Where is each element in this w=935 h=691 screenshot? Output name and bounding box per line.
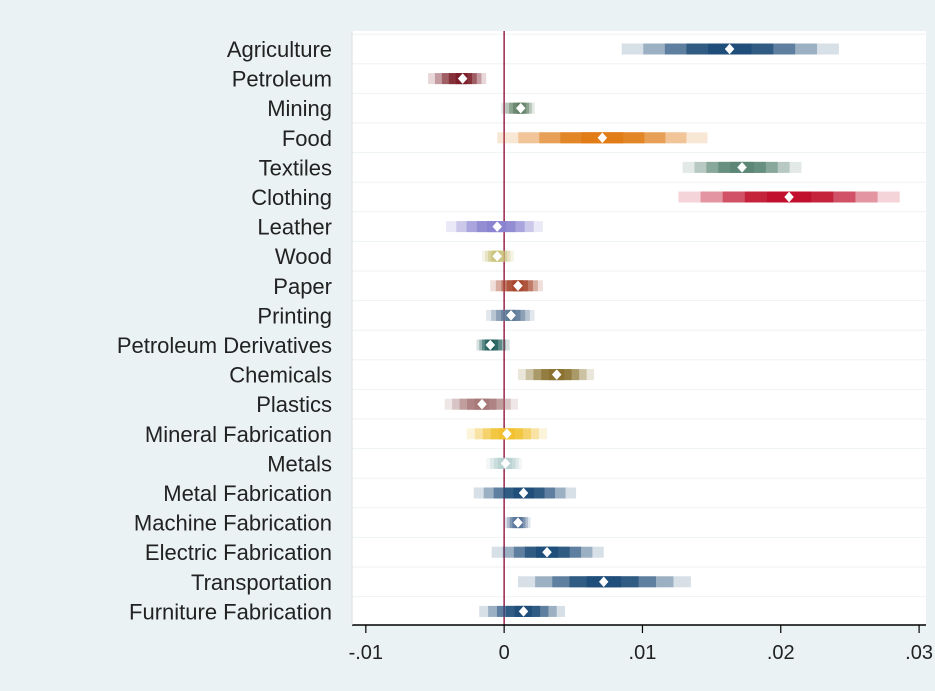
category-label: Food: [282, 126, 332, 151]
category-label: Leather: [257, 215, 332, 240]
point-estimate: [457, 73, 468, 84]
point-estimate: [724, 43, 735, 55]
category-label: Petroleum: [232, 67, 332, 92]
point-estimate: [542, 546, 552, 558]
category-label: Clothing: [251, 185, 332, 210]
confidence-band: [428, 73, 487, 85]
category-label: Printing: [257, 303, 332, 328]
point-estimate: [477, 398, 487, 410]
category-label: Chemicals: [229, 363, 332, 388]
point-estimate: [597, 132, 608, 144]
point-estimate: [518, 487, 529, 499]
category-label: Transportation: [191, 570, 332, 595]
point-estimate: [551, 369, 562, 380]
category-label: Metals: [267, 451, 332, 476]
point-estimate: [485, 339, 496, 351]
point-estimate: [492, 250, 503, 262]
category-label: Furniture Fabrication: [129, 599, 332, 624]
point-estimate: [784, 191, 794, 203]
x-tick-label: -.01: [349, 642, 383, 664]
x-tick-label: .01: [629, 642, 657, 664]
category-label: Mineral Fabrication: [145, 422, 332, 447]
point-estimate: [513, 517, 523, 528]
category-label: Agriculture: [227, 37, 332, 62]
x-tick-label: .03: [905, 642, 933, 664]
point-estimate: [500, 458, 511, 469]
category-label: Petroleum Derivatives: [117, 333, 332, 358]
plot-area: [352, 31, 926, 625]
x-tick-label: .02: [767, 642, 795, 664]
category-label: Mining: [267, 96, 332, 121]
x-axis: -.01 0 .01 .02 .03: [349, 31, 933, 664]
category-labels: Agriculture Petroleum Mining Food Textiles Cl…: [117, 37, 332, 624]
point-estimate: [598, 576, 609, 588]
point-estimate: [502, 428, 512, 440]
category-label: Electric Fabrication: [145, 540, 332, 565]
category-label: Paper: [273, 274, 332, 299]
category-label: Plastics: [256, 392, 332, 417]
point-estimate: [492, 221, 503, 232]
point-estimate: [506, 310, 516, 321]
gridlines: [352, 33, 926, 598]
x-tick-label: 0: [499, 642, 510, 664]
category-label: Textiles: [259, 155, 332, 180]
point-estimate: [737, 162, 747, 173]
point-estimate: [515, 102, 526, 114]
category-label: Machine Fabrication: [134, 511, 332, 536]
category-label: Wood: [275, 244, 332, 269]
point-estimate: [518, 606, 529, 617]
category-label: Metal Fabrication: [163, 481, 332, 506]
point-estimate: [513, 280, 523, 292]
point-estimates: [457, 43, 794, 617]
